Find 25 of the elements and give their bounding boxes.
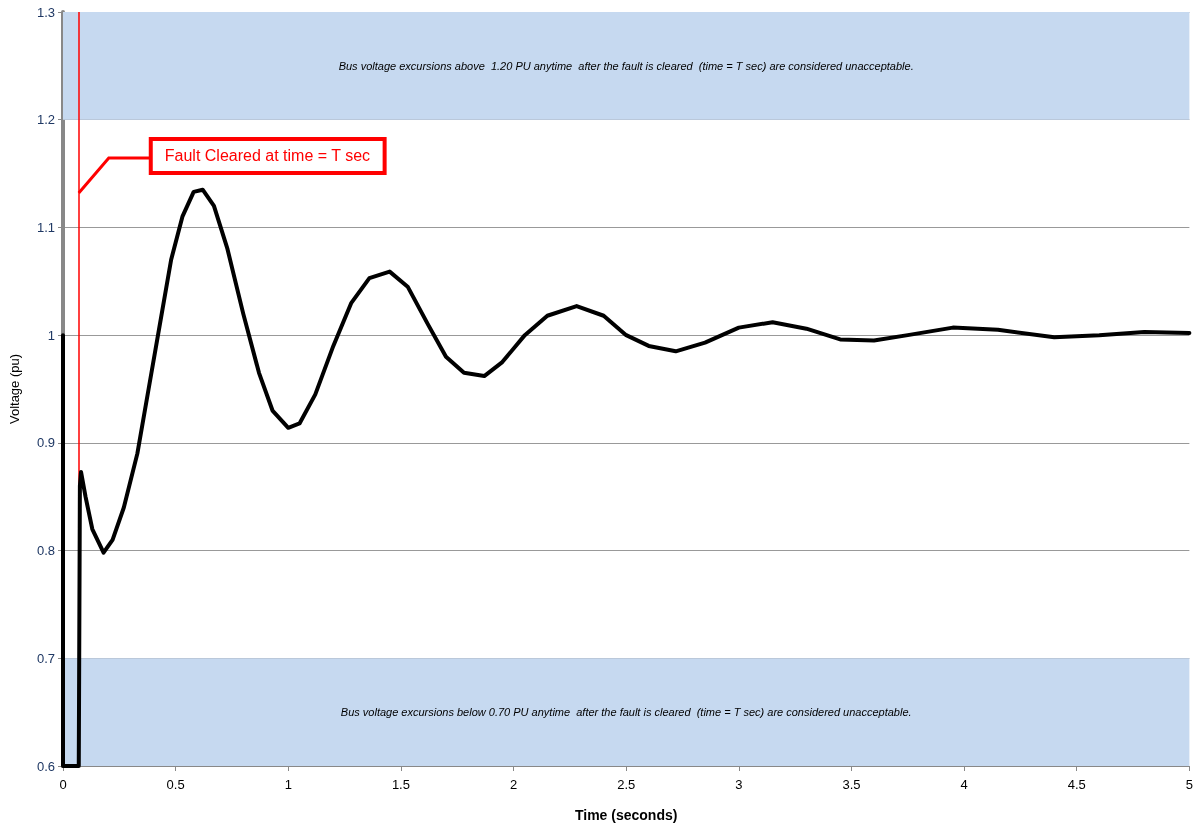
x-tick-label: 1.5 — [391, 777, 410, 792]
x-tick-label: 5 — [1185, 777, 1193, 792]
ref-line-label: Fault Cleared at time = T sec — [164, 147, 371, 165]
band-label: Bus voltage excursions below 0.70 PU anytime after the fault is cleared (time = T sec) are considered unacceptable. — [340, 706, 912, 719]
x-tick-label: 0 — [59, 777, 67, 792]
x-tick-label: 2 — [509, 777, 518, 792]
x-tick-label: 4.5 — [1067, 777, 1086, 792]
band-label: Bus voltage excursions above 1.20 PU anytime after the fault is cleared (time = T sec) are considered unacceptable. — [338, 59, 914, 72]
y-tick-label: 0.7 — [36, 650, 55, 666]
y-tick-label: 1.3 — [36, 4, 55, 20]
line-series — [61, 187, 1192, 768]
y-axis-title: Voltage (pu) — [7, 353, 22, 425]
y-tick-label: 1.2 — [36, 112, 55, 128]
x-tick-label: 3.5 — [842, 777, 861, 792]
x-axis-title: Time (seconds) — [574, 807, 678, 823]
y-tick-label: 0.8 — [36, 543, 55, 559]
y-tick-label: 0.6 — [36, 758, 55, 774]
x-tick-label: 2.5 — [617, 777, 636, 792]
x-tick-label: 4 — [960, 777, 968, 792]
x-tick-label: 1 — [284, 777, 292, 792]
y-tick-label: 1.1 — [36, 219, 55, 235]
y-tick-label: 0.9 — [36, 435, 55, 451]
x-tick-label: 0.5 — [166, 777, 185, 792]
y-tick-label: 1 — [47, 327, 55, 343]
x-tick-label: 3 — [735, 777, 743, 792]
